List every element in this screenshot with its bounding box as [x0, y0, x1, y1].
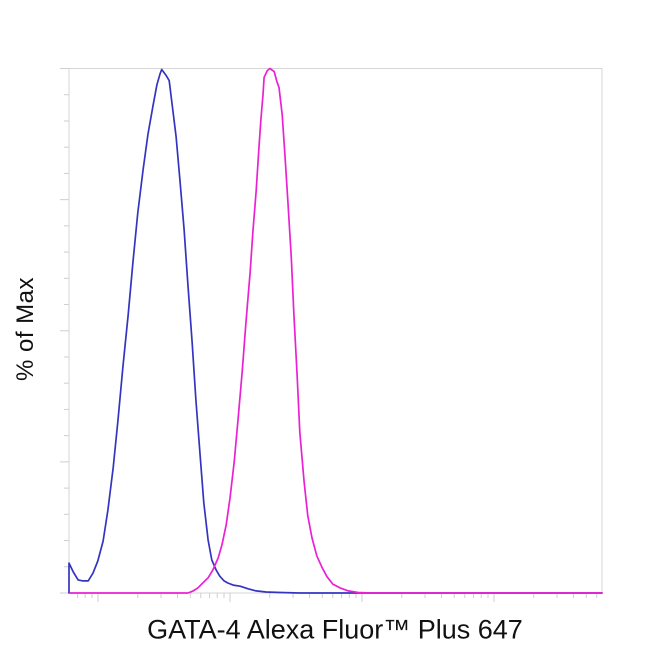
x-axis-label: GATA-4 Alexa Fluor™ Plus 647: [147, 614, 523, 645]
magenta_histogram-curve: [69, 67, 603, 594]
y-axis-label: % of Max: [12, 276, 39, 382]
blue_histogram-curve: [68, 68, 603, 594]
plot-frame: [68, 68, 603, 594]
